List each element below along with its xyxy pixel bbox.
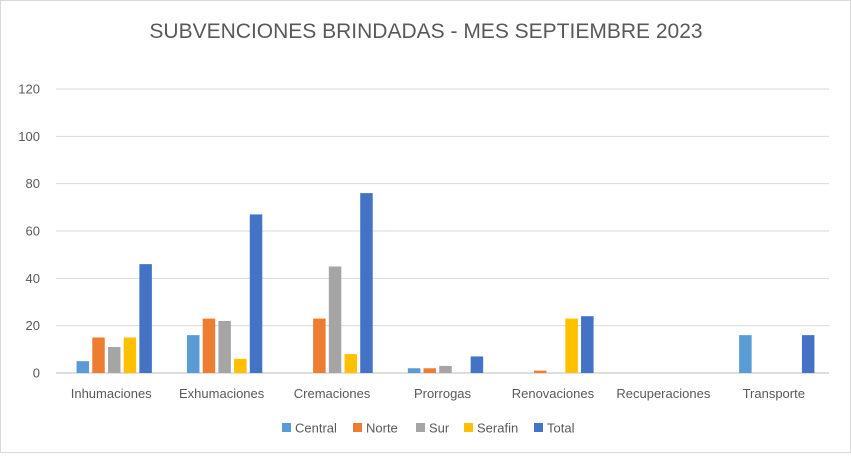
x-axis: Inhumaciones Exhumaciones Cremaciones Prorr… (71, 386, 805, 401)
y-axis: 0 20 40 60 80 100 120 (18, 82, 40, 381)
bar-total-cremaciones (360, 193, 373, 373)
bar-central-prorrogas (407, 368, 421, 373)
legend-swatch-serafin (464, 423, 473, 432)
legend-swatch-norte (353, 423, 362, 432)
x-tick-label: Cremaciones (294, 386, 371, 401)
bar-sur-inhumaciones (107, 346, 121, 373)
bar-central-inhumaciones (76, 361, 90, 373)
y-tick-label: 20 (26, 318, 40, 333)
bar-sur-exhumaciones (218, 320, 231, 373)
bar-sur-cremaciones (328, 266, 342, 373)
y-tick-label: 80 (26, 176, 40, 191)
legend-label-norte: Norte (366, 421, 398, 436)
bar-total-transporte (801, 335, 815, 373)
bar-serafin-cremaciones (344, 354, 358, 373)
legend-swatch-total (534, 423, 543, 432)
bar-serafin-inhumaciones (123, 337, 137, 373)
bar-norte-renovaciones (533, 370, 547, 373)
legend-label-total: Total (547, 421, 575, 436)
y-tick-label: 100 (18, 129, 40, 144)
bar-serafin-renovaciones (565, 318, 578, 373)
bars (76, 193, 815, 373)
gridlines (56, 88, 829, 374)
x-tick-label: Exhumaciones (179, 386, 265, 401)
x-tick-label: Prorrogas (414, 386, 472, 401)
bar-central-exhumaciones (186, 335, 200, 373)
x-tick-label: Recuperaciones (616, 386, 710, 401)
bar-central-transporte (739, 335, 752, 373)
legend-label-serafin: Serafin (477, 421, 518, 436)
legend-label-sur: Sur (429, 421, 450, 436)
x-tick-label: Inhumaciones (71, 386, 152, 401)
x-tick-label: Renovaciones (512, 386, 595, 401)
y-tick-label: 40 (26, 271, 40, 286)
legend-label-central: Central (295, 421, 337, 436)
bar-norte-prorrogas (423, 368, 437, 373)
legend-swatch-central (282, 423, 291, 432)
legend: Central Norte Sur Serafin Total (282, 421, 575, 436)
bar-norte-cremaciones (313, 318, 326, 373)
y-tick-label: 0 (33, 366, 40, 381)
bar-total-renovaciones (581, 316, 594, 373)
bar-total-inhumaciones (139, 264, 152, 373)
bar-sur-prorrogas (439, 365, 452, 373)
x-tick-label: Transporte (743, 386, 805, 401)
bar-total-prorrogas (470, 356, 484, 373)
bar-total-exhumaciones (249, 214, 263, 373)
bar-norte-exhumaciones (202, 318, 216, 373)
y-tick-label: 120 (18, 82, 40, 97)
bar-serafin-exhumaciones (234, 358, 247, 373)
chart-title: SUBVENCIONES BRINDADAS - MES SEPTIEMBRE … (149, 20, 702, 43)
bar-norte-inhumaciones (92, 337, 105, 373)
y-tick-label: 60 (26, 224, 40, 239)
legend-swatch-sur (416, 423, 425, 432)
